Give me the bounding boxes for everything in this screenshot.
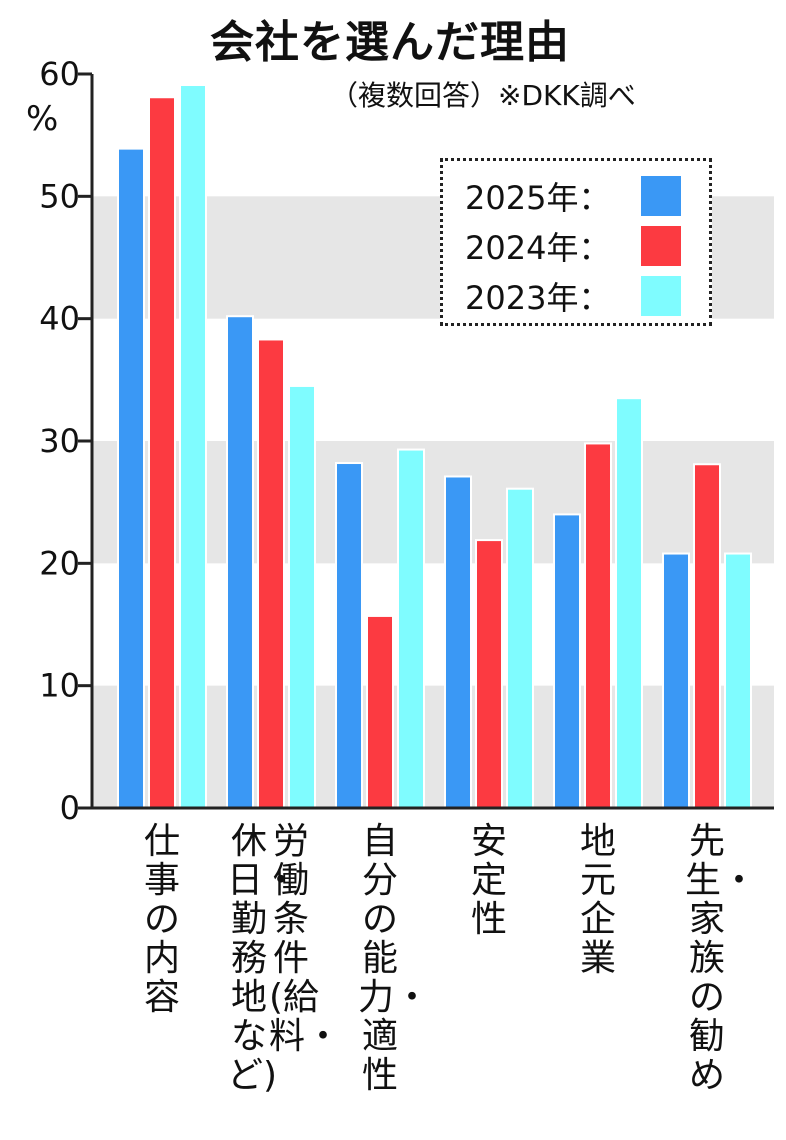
legend-label-2023: 2023年： bbox=[465, 279, 611, 317]
y-tick-label-40: 40 bbox=[39, 300, 80, 338]
category-label-1-col-0: 労働条件(給料・ bbox=[269, 821, 342, 1057]
bar-2023年-2 bbox=[397, 448, 425, 809]
category-label-2: 自分の能力・適性 bbox=[358, 821, 431, 1096]
bar-2023年-3 bbox=[506, 487, 534, 809]
bar-2023年-5 bbox=[724, 552, 752, 810]
bar-2023年-0 bbox=[179, 84, 207, 809]
bar-2023年-4 bbox=[615, 397, 643, 809]
y-tick-label-30: 30 bbox=[39, 422, 80, 460]
bar-2025年-2 bbox=[335, 462, 363, 809]
category-label-3: 安定性 bbox=[470, 821, 507, 940]
bar-2024年-5 bbox=[693, 463, 721, 809]
bar-2024年-1 bbox=[257, 338, 285, 809]
y-tick-label-50: 50 bbox=[39, 177, 80, 215]
bar-2025年-4 bbox=[553, 513, 581, 810]
bar-2025年-1 bbox=[226, 315, 254, 809]
y-tick-label-0: 0 bbox=[60, 789, 80, 827]
y-tick-label-20: 20 bbox=[39, 544, 80, 582]
bar-2024年-4 bbox=[584, 442, 612, 809]
category-label-4: 地元企業 bbox=[579, 821, 616, 979]
bar-2023年-1 bbox=[288, 384, 316, 809]
category-label-1-col-1: 休日・勤務地など) bbox=[227, 821, 300, 1096]
chart-subtitle: （複数回答）※DKK調べ bbox=[330, 79, 636, 112]
legend-swatch-2023 bbox=[641, 276, 681, 316]
y-axis-unit: % bbox=[26, 99, 58, 139]
bar-2025年-5 bbox=[662, 552, 690, 810]
legend-item-2025: 2025年： bbox=[465, 173, 681, 219]
legend-swatch-2024 bbox=[641, 226, 681, 266]
chart-title: 会社を選んだ理由 bbox=[210, 17, 570, 68]
legend-item-2023: 2023年： bbox=[465, 273, 681, 319]
legend-label-2025: 2025年： bbox=[465, 179, 611, 217]
y-tick-label-60: 60 bbox=[39, 55, 80, 93]
legend-item-2024: 2024年： bbox=[465, 223, 681, 269]
y-axis: 0 10 20 30 40 50 60% bbox=[26, 55, 774, 827]
category-label-5: 先生・家族の勧め bbox=[685, 821, 758, 1096]
bars bbox=[117, 84, 752, 810]
bar-2025年-0 bbox=[117, 147, 145, 809]
legend: 2025年： 2024年： 2023年： bbox=[440, 158, 712, 326]
bar-2024年-2 bbox=[366, 614, 394, 809]
bar-2024年-0 bbox=[148, 96, 176, 809]
legend-swatch-2025 bbox=[641, 176, 681, 216]
category-label-0: 仕事の内容 bbox=[143, 821, 180, 1018]
bar-2024年-3 bbox=[475, 539, 503, 810]
y-tick-label-10: 10 bbox=[39, 667, 80, 705]
bar-2025年-3 bbox=[444, 475, 472, 809]
legend-label-2024: 2024年： bbox=[465, 229, 611, 267]
